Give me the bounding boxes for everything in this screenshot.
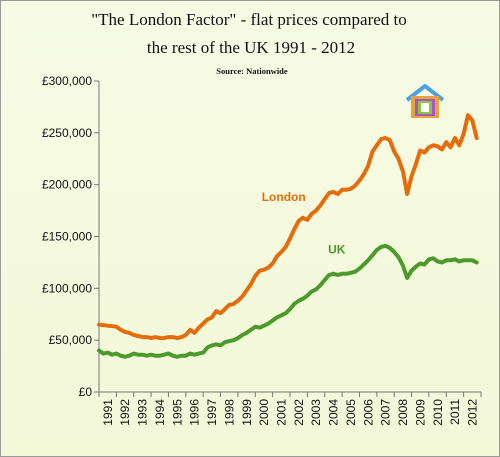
y-tick-label: £300,000	[42, 74, 92, 88]
x-tick-label: 2011	[448, 399, 462, 425]
x-tick-label: 2008	[396, 399, 410, 426]
x-tick-label: 2003	[309, 399, 323, 426]
y-axis-ticks: £0 £50,000 £100,000 £150,000 £200,000 £250,00…	[42, 74, 99, 399]
x-tick-label: 2000	[257, 399, 271, 426]
series-label-uk: UK	[328, 242, 346, 256]
y-tick-label: £200,000	[42, 178, 92, 192]
series-line-london	[97, 113, 479, 341]
y-tick-label: £0	[79, 385, 93, 399]
chart-title: "The London Factor" - flat prices compar…	[91, 10, 407, 29]
x-tick-label: 1992	[118, 399, 132, 426]
x-tick-label: 1993	[136, 399, 150, 426]
x-tick-label: 2005	[344, 399, 358, 426]
x-tick-label: 2004	[327, 399, 341, 426]
y-tick-label: £100,000	[42, 281, 92, 295]
x-tick-label: 2001	[275, 399, 289, 426]
x-tick-label: 2012	[466, 399, 480, 426]
series-line-uk	[97, 243, 479, 359]
logo-core	[421, 103, 429, 112]
x-axis-ticks: 1991 1992 1993 1994 1995 1996 1997 1998 1999 2000…	[98, 392, 482, 426]
x-tick-label: 1995	[170, 399, 184, 426]
chart-title-line2: the rest of the UK 1991 - 2012	[147, 38, 355, 57]
x-tick-label: 1996	[188, 399, 202, 426]
x-tick-label: 1991	[101, 399, 115, 426]
x-tick-label: 2007	[379, 399, 393, 426]
y-tick-label: £50,000	[49, 333, 93, 347]
y-tick-label: £150,000	[42, 230, 92, 244]
house-logo-icon	[405, 84, 445, 118]
x-tick-label: 1998	[222, 399, 236, 426]
x-tick-label: 1997	[205, 399, 219, 426]
x-tick-label: 2006	[361, 399, 375, 426]
x-tick-label: 1994	[153, 399, 167, 426]
x-tick-label: 2009	[413, 399, 427, 426]
series-lines: London UK	[97, 113, 479, 359]
logo-roof	[405, 84, 445, 102]
x-tick-label: 2010	[431, 399, 445, 426]
x-tick-label: 1999	[240, 399, 254, 426]
y-tick-label: £250,000	[42, 126, 92, 140]
series-label-london: London	[262, 190, 306, 204]
x-tick-label: 2002	[292, 399, 306, 426]
chart-subtitle: Source: Nationwide	[216, 66, 288, 76]
